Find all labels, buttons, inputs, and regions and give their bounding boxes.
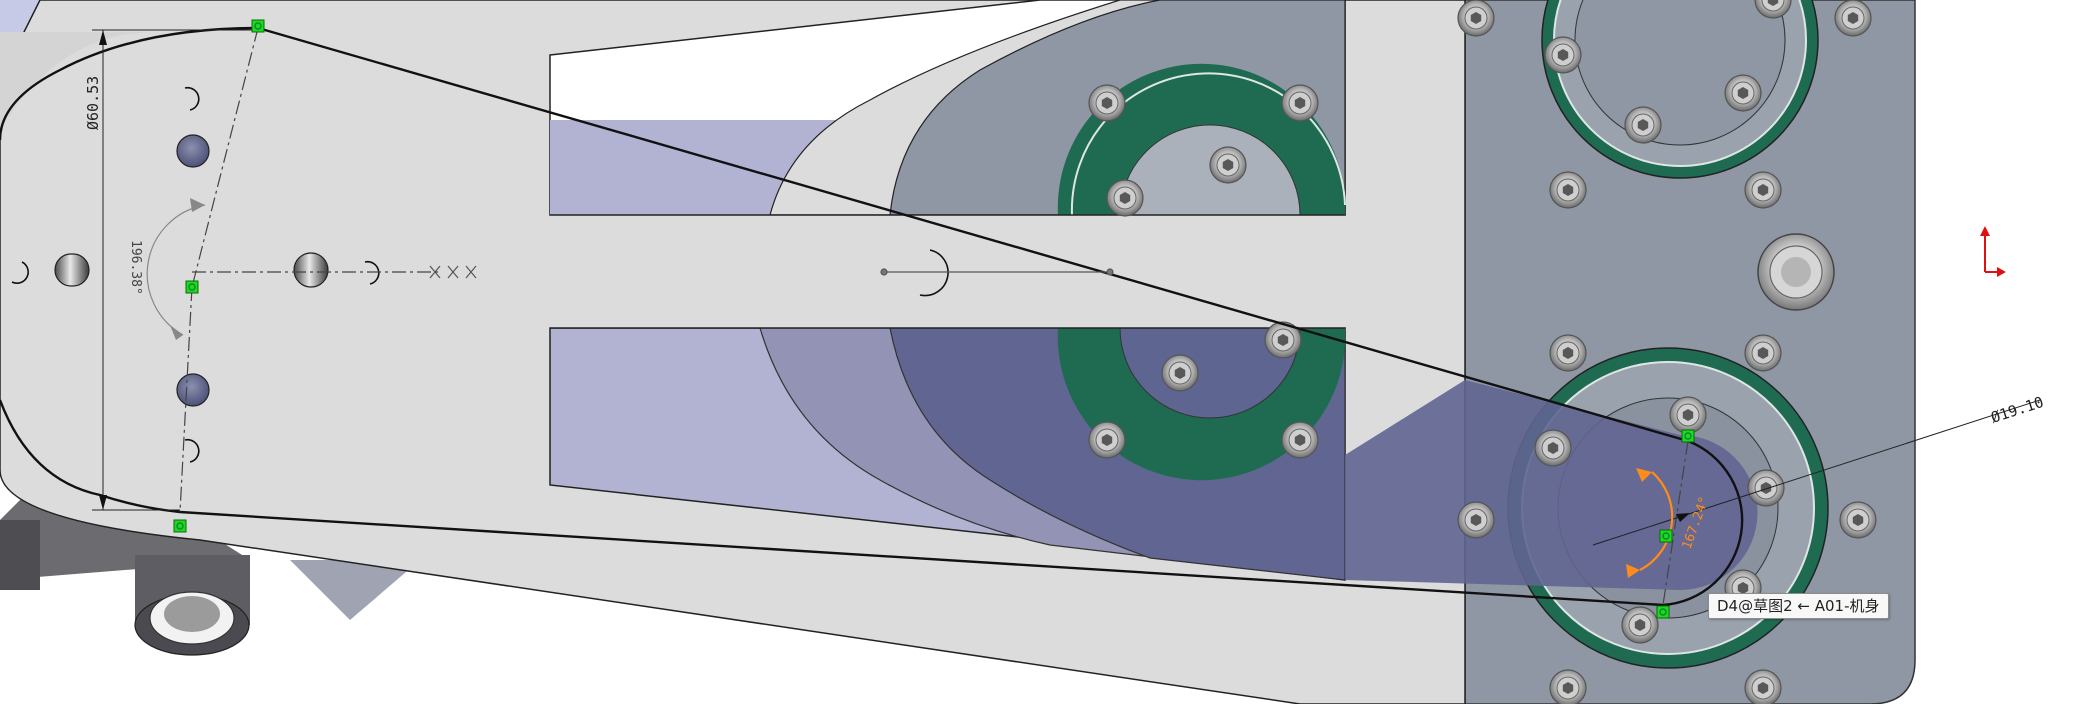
coincident-relation-icon[interactable] — [1659, 529, 1673, 543]
socket-head-screw-icon — [1744, 334, 1782, 372]
socket-head-screw-icon — [1457, 501, 1495, 539]
left-hub — [11, 86, 949, 463]
socket-head-screw-icon — [1106, 179, 1144, 217]
socket-head-screw-icon — [1839, 501, 1877, 539]
socket-head-screw-icon — [1744, 171, 1782, 209]
sketch-tangent-lower[interactable] — [179, 510, 1664, 607]
dimension-tooltip: D4@草图2 ← A01-机身 — [1708, 593, 1889, 619]
socket-head-screw-icon — [1281, 84, 1319, 122]
coincident-relation-icon[interactable] — [251, 19, 265, 33]
pin-hole-icon — [176, 373, 210, 407]
dimension-text-large[interactable]: Ø60.53 — [84, 76, 102, 130]
lower-bracket — [290, 560, 420, 620]
tooltip-text: D4@草图2 ← A01-机身 — [1717, 597, 1880, 615]
socket-head-screw-icon — [1549, 334, 1587, 372]
sketch-arc-top[interactable] — [0, 26, 259, 141]
dowel-pin-icon — [293, 252, 329, 288]
socket-head-screw-icon — [1209, 146, 1247, 184]
centerline-marks — [429, 265, 1114, 279]
socket-head-screw-icon — [1624, 106, 1662, 144]
upper-left-bearing — [1057, 63, 1346, 216]
socket-head-screw-icon — [1457, 0, 1495, 37]
coincident-relation-icon[interactable] — [1681, 429, 1695, 443]
socket-head-screw-icon — [1669, 396, 1707, 434]
socket-head-screw-icon — [1744, 669, 1782, 707]
socket-head-screw-icon — [1834, 0, 1872, 37]
arm-lobe-shade — [0, 31, 160, 130]
upper-right-bearing — [1541, 0, 1819, 179]
socket-head-screw-icon — [1549, 171, 1587, 209]
lower-left-bearing — [1057, 327, 1345, 481]
lower-boss — [134, 555, 250, 656]
pin-hole-icon — [176, 134, 210, 168]
socket-head-screw-icon — [1281, 421, 1319, 459]
socket-head-screw-icon — [1544, 36, 1582, 74]
coincident-relation-icon[interactable] — [185, 280, 199, 294]
sketch-arc-bottom[interactable] — [0, 399, 181, 514]
sketch-tangent-upper[interactable] — [257, 26, 1689, 443]
socket-head-screw-icon — [1724, 74, 1762, 112]
dimension-diameter-large[interactable]: Ø60.53 — [84, 29, 262, 511]
dimension-text-angle-left[interactable]: 196.38° — [128, 240, 143, 295]
socket-head-screw-icon — [1747, 469, 1785, 507]
coordinate-triad-icon — [1980, 226, 2006, 277]
socket-head-screw-icon — [1088, 84, 1126, 122]
socket-head-screw-icon — [1161, 354, 1199, 392]
socket-head-screw-icon — [1534, 429, 1572, 467]
coincident-relation-icon[interactable] — [173, 519, 187, 533]
dowel-pin-icon — [54, 253, 90, 287]
construction-lines[interactable] — [179, 27, 1689, 606]
socket-head-screw-icon — [1621, 606, 1659, 644]
socket-head-screw-icon — [1088, 421, 1126, 459]
coincident-relation-icon[interactable] — [1656, 605, 1670, 619]
dimension-angle-left[interactable]: 196.38° — [128, 198, 206, 340]
sketch-arc-right[interactable] — [1662, 439, 1744, 607]
belt-sketch[interactable] — [0, 26, 1744, 607]
large-socket-screw-icon — [1757, 233, 1835, 311]
lower-left-side — [0, 520, 40, 590]
socket-head-screw-icon — [1549, 669, 1587, 707]
